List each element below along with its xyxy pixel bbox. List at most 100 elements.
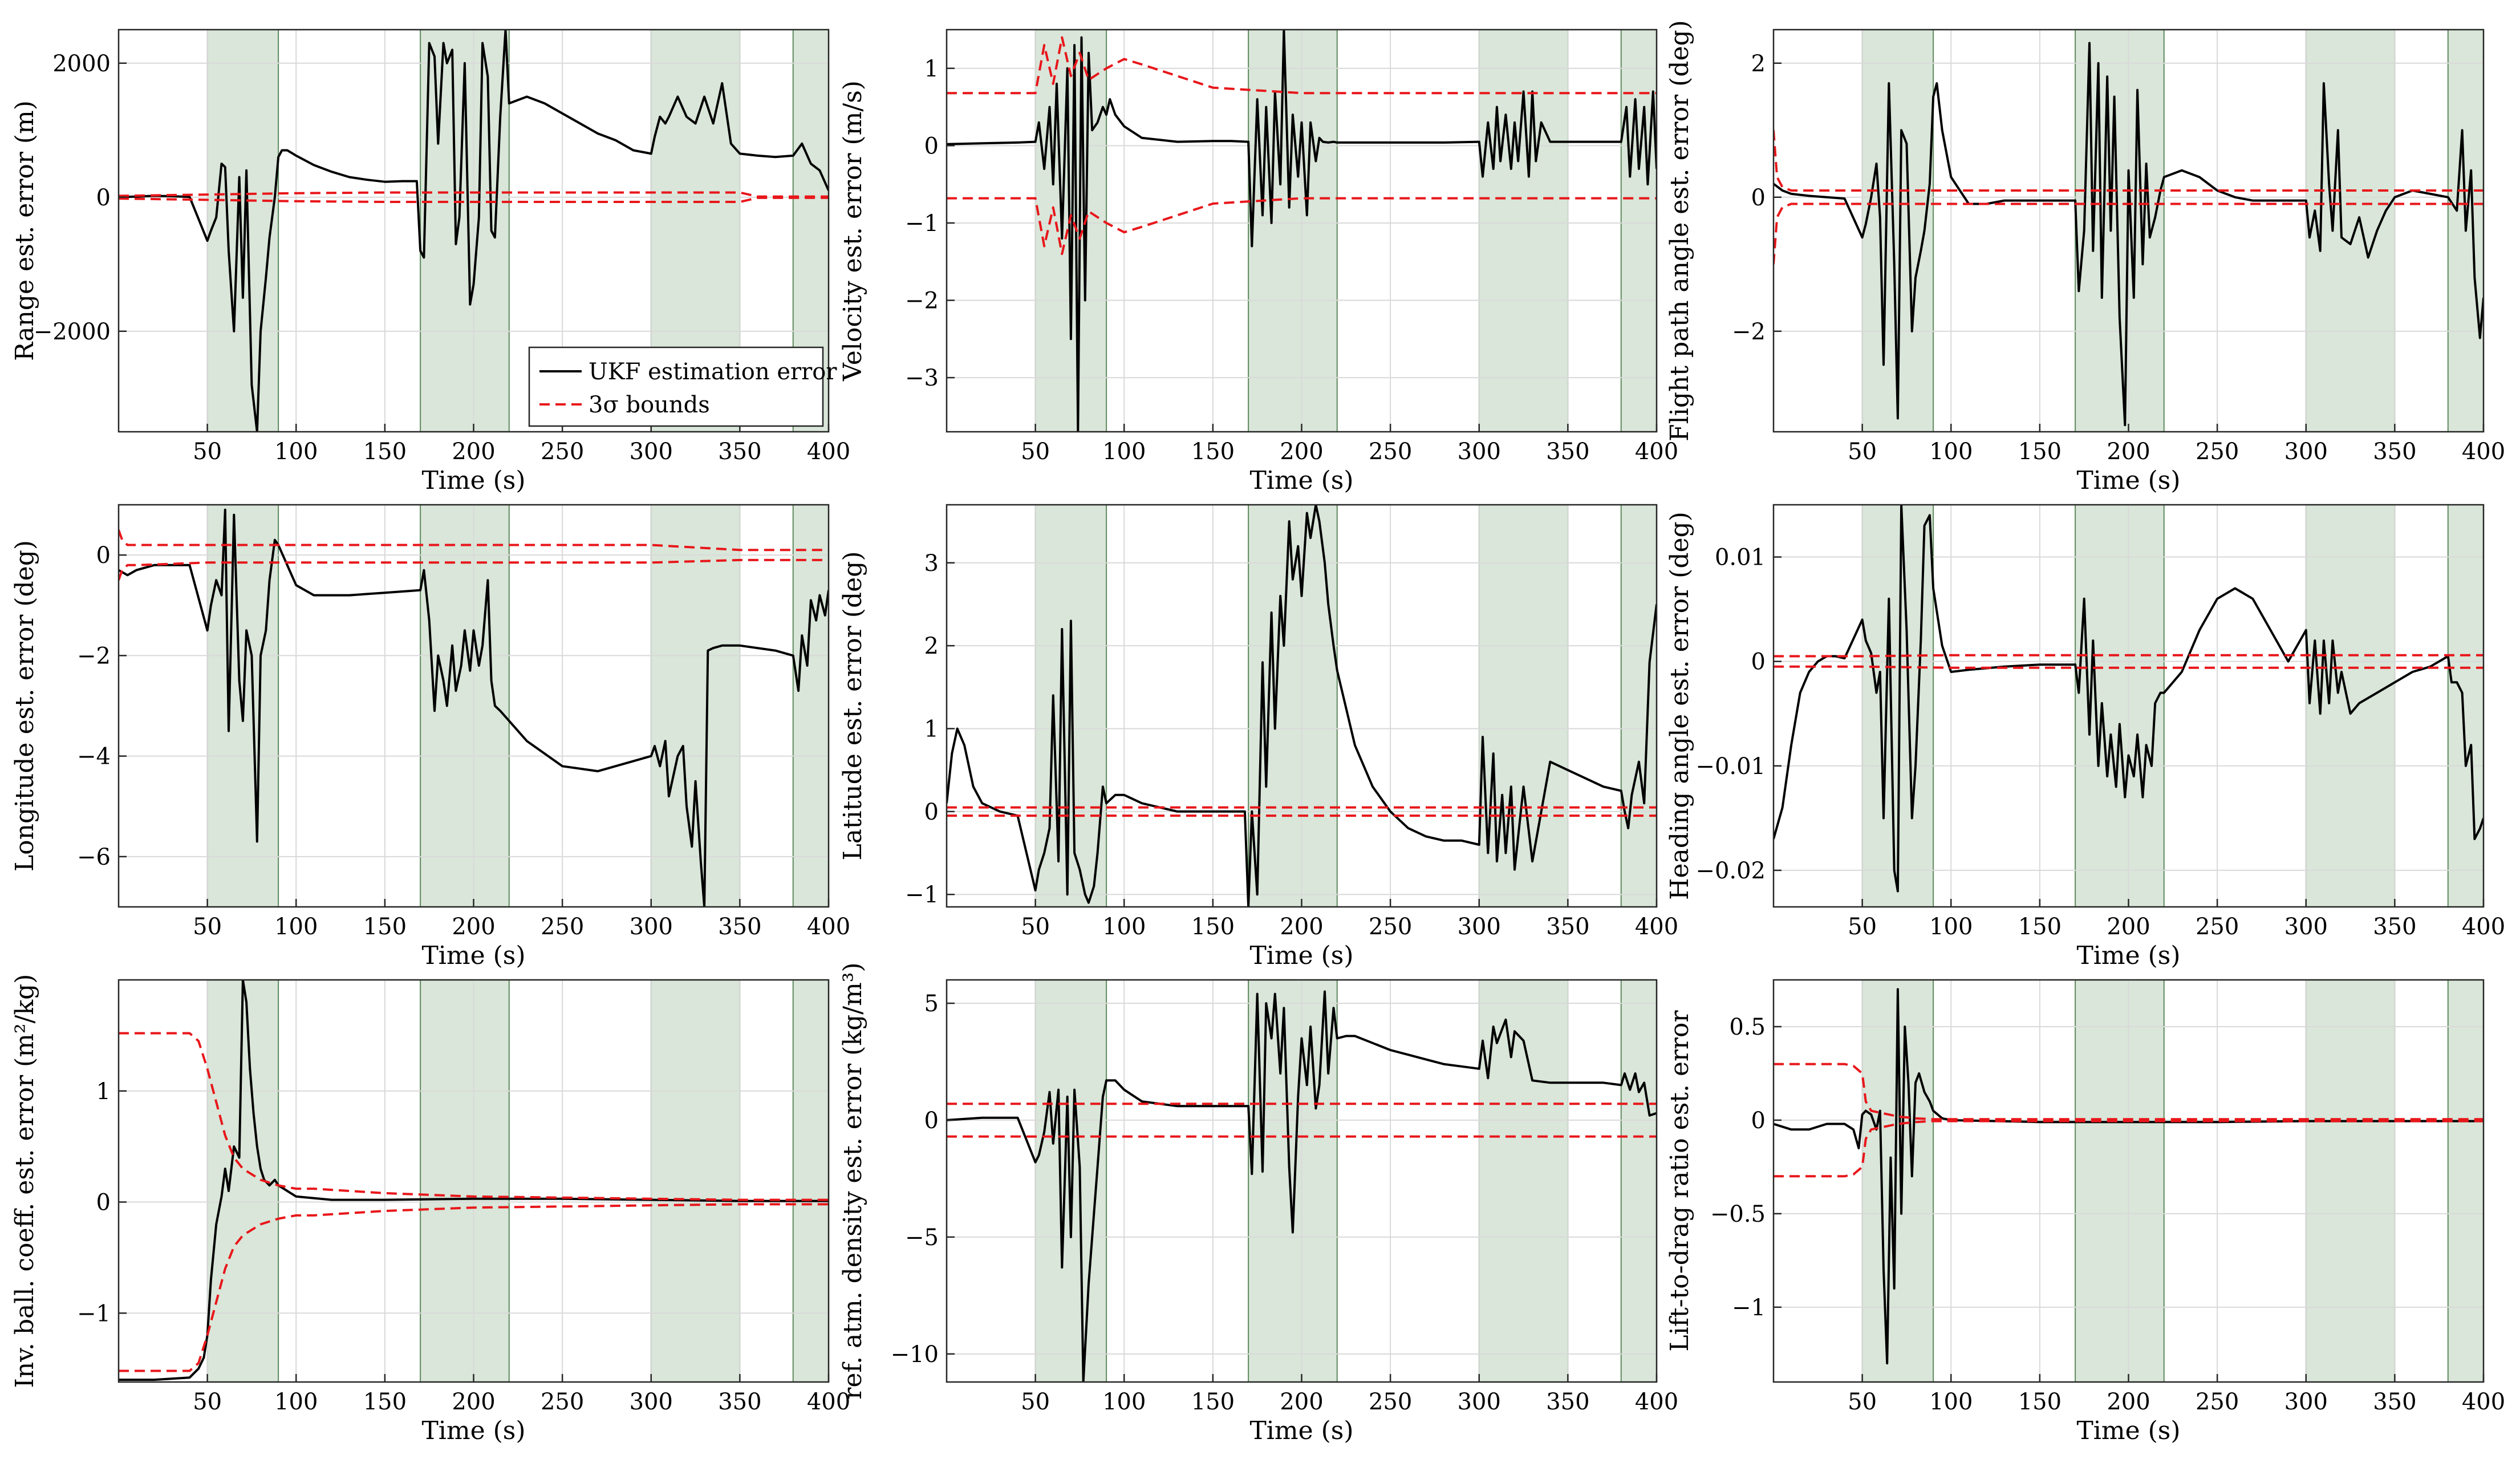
- x-tick-label: 300: [630, 439, 673, 465]
- x-tick-label: 350: [1546, 914, 1589, 940]
- x-tick-label: 250: [1369, 914, 1412, 940]
- y-tick-label: −4: [77, 744, 111, 770]
- x-tick-label: 150: [2018, 439, 2062, 465]
- estimation-error-line: [947, 990, 1657, 1382]
- shaded-interval-2: [1248, 29, 1338, 432]
- x-tick-label: 100: [274, 439, 318, 465]
- panel-range: 50 100 150 200 250 300 350 400 −2000 0 2000 Time (s…: [10, 29, 850, 495]
- x-tick-label: 250: [1369, 1389, 1412, 1415]
- x-tick-label: 300: [1458, 914, 1501, 940]
- x-tick-label: 200: [1280, 439, 1323, 465]
- y-tick-label: −10: [891, 1342, 939, 1368]
- panel-longitude: 50 100 150 200 250 300 350 400 −6 −4 −2 0 Time (s) Lo…: [10, 504, 850, 970]
- y-tick-label: 2: [1751, 51, 1766, 77]
- panel-velocity: 50 100 150 200 250 300 350 400 −3 −2 −1 0 1 Time (s) V…: [838, 29, 1678, 495]
- x-tick-label: 200: [2107, 914, 2150, 940]
- series-group: [1774, 988, 2484, 1365]
- y-tick-label: 0: [924, 799, 939, 825]
- x-tick-label: 150: [1191, 439, 1235, 465]
- x-tick-label: 300: [2284, 914, 2328, 940]
- x-tick-label: 350: [1546, 1389, 1589, 1415]
- x-tick-label: 100: [1102, 1389, 1146, 1415]
- x-tick-label: 50: [193, 1389, 222, 1415]
- estimation-error-line: [119, 30, 829, 432]
- x-axis-label: Time (s): [2076, 941, 2180, 970]
- shaded-interval-4: [1620, 979, 1657, 1383]
- shaded-interval-1: [1034, 979, 1107, 1383]
- series-group: [947, 30, 1657, 432]
- x-axis-label: Time (s): [421, 466, 525, 495]
- series-group: [1774, 42, 2484, 427]
- x-tick-label: 50: [1848, 1389, 1877, 1415]
- x-tick-label: 200: [452, 914, 495, 940]
- panel-lift-drag: 50 100 150 200 250 300 350 400 −1 −0.5 0 0.5 Time (s…: [1665, 979, 2505, 1445]
- series-group: [947, 990, 1657, 1382]
- x-tick-label: 300: [1458, 1389, 1501, 1415]
- shaded-interval-2: [2075, 979, 2165, 1383]
- x-tick-label: 150: [363, 914, 407, 940]
- x-tick-label: 400: [2462, 914, 2505, 940]
- lower-bound-line: [119, 196, 829, 203]
- y-tick-label: −1: [77, 1300, 111, 1327]
- y-tick-label: 0.01: [1715, 545, 1766, 571]
- x-axis-label: Time (s): [2076, 466, 2180, 495]
- x-tick-label: 250: [2196, 1389, 2239, 1415]
- lower-bound-line: [1774, 202, 2484, 265]
- x-tick-label: 200: [1280, 1389, 1323, 1415]
- x-tick-label: 250: [2196, 914, 2239, 940]
- x-tick-label: 250: [2196, 439, 2239, 465]
- x-tick-label: 100: [1102, 914, 1146, 940]
- x-tick-label: 300: [2284, 439, 2328, 465]
- panel-latitude: 50 100 150 200 250 300 350 400 −1 0 1 2 3 Time (s) Lat…: [838, 504, 1678, 970]
- y-tick-label: 3: [924, 550, 939, 577]
- lower-bound-line: [947, 197, 1657, 256]
- y-tick-label: −2000: [34, 319, 111, 345]
- x-tick-label: 150: [363, 439, 407, 465]
- y-tick-label: −6: [77, 844, 111, 870]
- x-axis-label: Time (s): [421, 1416, 525, 1445]
- series-group: [119, 30, 829, 432]
- x-tick-label: 400: [807, 1389, 850, 1415]
- upper-bound-line: [1774, 130, 2484, 192]
- shaded-interval-1: [1034, 29, 1107, 432]
- x-tick-label: 300: [630, 1389, 673, 1415]
- x-tick-label: 400: [2462, 1389, 2505, 1415]
- x-axis-label: Time (s): [1249, 941, 1353, 970]
- x-tick-label: 100: [1929, 1389, 1973, 1415]
- x-tick-label: 400: [807, 914, 850, 940]
- estimation-error-line: [947, 30, 1657, 432]
- x-tick-label: 200: [1280, 914, 1323, 940]
- y-tick-label: −0.01: [1695, 753, 1766, 780]
- estimation-error-line: [947, 505, 1657, 907]
- legend-estimate-label: UKF estimation error: [589, 359, 837, 385]
- y-tick-label: −1: [1732, 1295, 1766, 1321]
- x-tick-label: 200: [2107, 439, 2150, 465]
- y-tick-label: 2: [924, 633, 939, 659]
- x-tick-label: 150: [363, 1389, 407, 1415]
- x-tick-label: 350: [1546, 439, 1589, 465]
- y-axis-label: Longitude est. error (deg): [10, 540, 39, 872]
- shaded-interval-3: [650, 979, 741, 1383]
- series-group: [1774, 505, 2484, 893]
- x-tick-label: 150: [1191, 1389, 1235, 1415]
- x-tick-label: 250: [541, 439, 584, 465]
- x-tick-label: 100: [1929, 439, 1973, 465]
- shaded-interval-4: [1620, 504, 1657, 907]
- x-tick-label: 400: [807, 439, 850, 465]
- upper-bound-line: [947, 36, 1657, 95]
- legend-bounds-label: 3σ bounds: [589, 392, 710, 418]
- x-tick-label: 400: [1635, 439, 1678, 465]
- y-tick-label: 0: [924, 133, 939, 159]
- x-tick-label: 150: [2018, 1389, 2062, 1415]
- estimation-error-line: [1774, 42, 2484, 427]
- shaded-interval-2: [1248, 979, 1338, 1383]
- legend: UKF estimation error 3σ bounds: [528, 346, 837, 427]
- x-tick-label: 350: [2373, 439, 2416, 465]
- x-tick-label: 300: [2284, 1389, 2328, 1415]
- shaded-interval-3: [2305, 979, 2396, 1383]
- shaded-interval-1: [206, 29, 279, 432]
- x-axis-label: Time (s): [1249, 1416, 1353, 1445]
- x-tick-label: 350: [2373, 1389, 2416, 1415]
- y-axis-label: Heading angle est. error (deg): [1665, 512, 1694, 900]
- y-tick-label: −1: [905, 882, 939, 908]
